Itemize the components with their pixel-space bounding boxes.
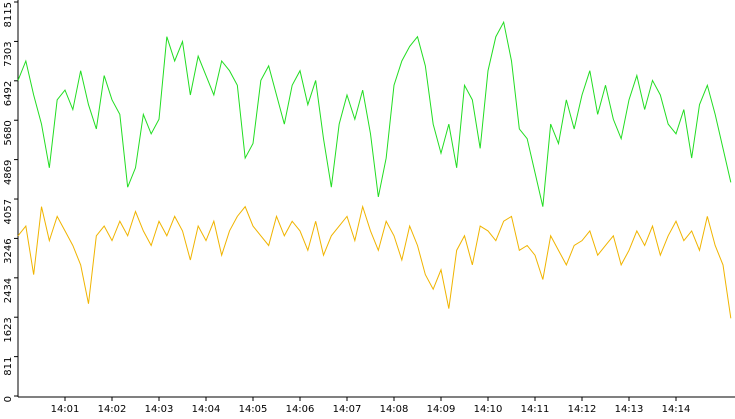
x-tick-label: 14:02 bbox=[98, 404, 127, 415]
x-tick-label: 14:14 bbox=[662, 404, 691, 415]
y-tick-label: 6492 bbox=[3, 81, 14, 106]
x-tick-label: 14:12 bbox=[568, 404, 597, 415]
x-tick-label: 14:10 bbox=[474, 404, 503, 415]
y-tick-label: 1623 bbox=[3, 317, 14, 342]
y-tick-label: 811 bbox=[3, 357, 14, 376]
x-tick-label: 14:01 bbox=[51, 404, 80, 415]
x-tick-label: 14:03 bbox=[145, 404, 174, 415]
x-tick-label: 14:07 bbox=[333, 404, 362, 415]
series-line bbox=[17, 204, 732, 319]
series-line bbox=[17, 20, 732, 207]
y-tick-label: 4057 bbox=[3, 199, 14, 224]
y-tick-label: 7303 bbox=[3, 41, 14, 66]
y-tick-label: 3246 bbox=[3, 238, 14, 263]
x-tick-label: 14:13 bbox=[615, 404, 644, 415]
y-tick-label: 2434 bbox=[3, 278, 14, 303]
x-tick-label: 14:06 bbox=[286, 404, 315, 415]
y-tick-label: 0 bbox=[3, 396, 14, 402]
y-tick-label: 8115 bbox=[3, 2, 14, 27]
x-tick-label: 14:05 bbox=[239, 404, 268, 415]
x-tick-label: 14:09 bbox=[427, 404, 456, 415]
y-tick-label: 4869 bbox=[3, 160, 14, 185]
y-tick-label: 5680 bbox=[3, 120, 14, 145]
x-tick-label: 14:11 bbox=[521, 404, 550, 415]
x-tick-label: 14:08 bbox=[380, 404, 409, 415]
x-tick-label: 14:04 bbox=[192, 404, 221, 415]
